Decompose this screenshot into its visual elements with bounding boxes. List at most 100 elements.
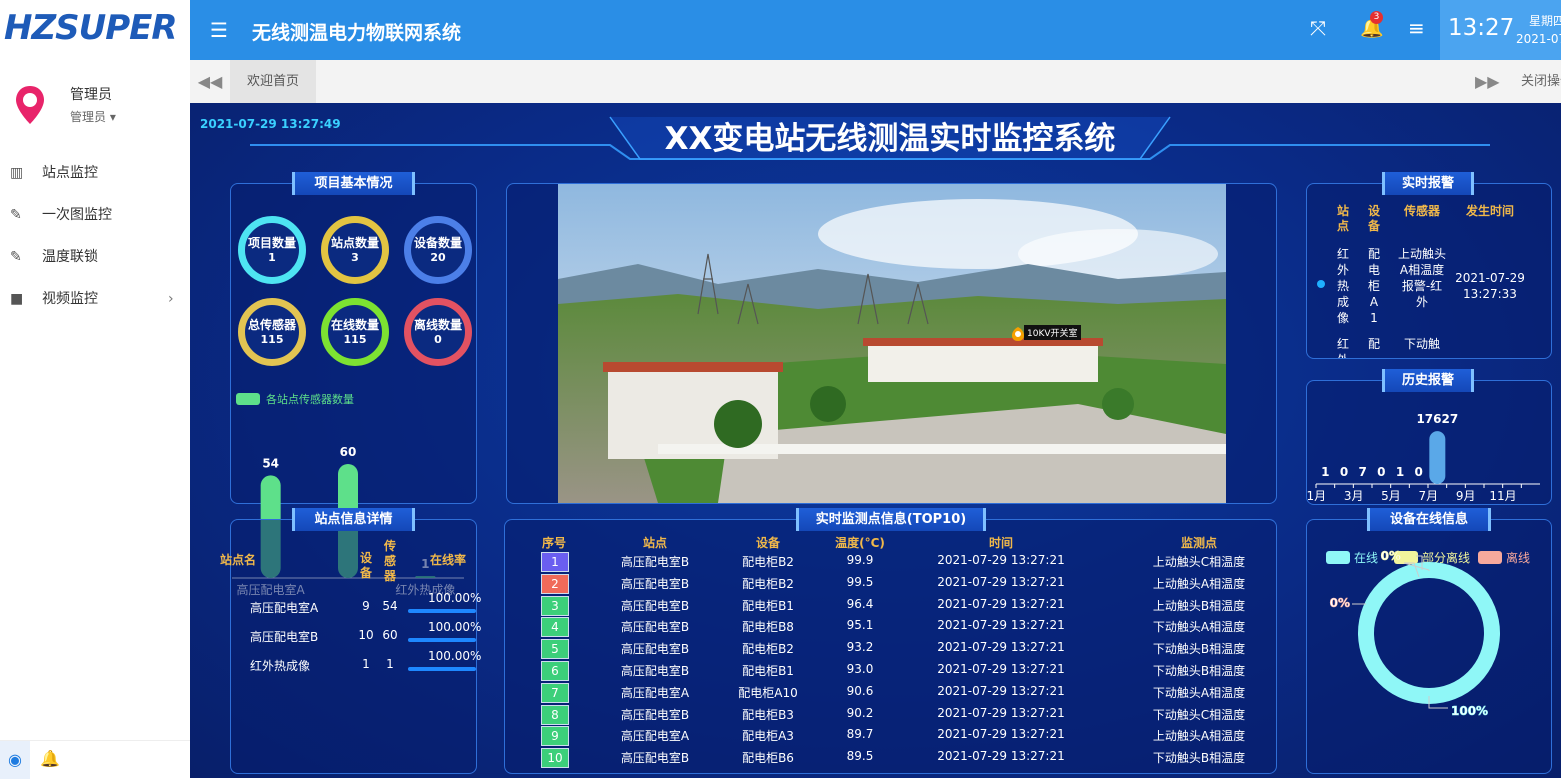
substation-photo xyxy=(558,184,1226,503)
top10-cell: 89.5 xyxy=(790,749,930,763)
legend-swatch xyxy=(236,393,260,405)
rank-badge: 7 xyxy=(541,683,569,703)
menu-item[interactable]: ✎温度联锁 xyxy=(0,236,190,278)
rate-bar xyxy=(408,638,476,642)
header: ☰ 无线测温电力物联网系统 ⤧ 🔔 3 ≡ 13:27 星期四 2021-07-… xyxy=(190,0,1561,60)
rank-badge: 4 xyxy=(541,617,569,637)
top10-cell: 下动触头A相温度 xyxy=(1129,618,1269,635)
sidebar-footer: ◉ 🔔 xyxy=(0,740,190,779)
stat-label: 总传感器 xyxy=(239,316,305,333)
top10-cell: 99.5 xyxy=(790,575,930,589)
top10-header: 时间 xyxy=(951,534,1051,551)
menu-item[interactable]: ✎一次图监控 xyxy=(0,194,190,236)
top10-cell: 96.4 xyxy=(790,597,930,611)
alarm-cell: 上动触头A相温度报警-红外 xyxy=(1397,246,1447,310)
rate-bar xyxy=(408,609,476,613)
sites-header: 站点名 xyxy=(220,553,280,568)
x-tick-label: 1月 xyxy=(1307,489,1327,503)
value-label: 0 xyxy=(1377,465,1385,479)
legend-label: 在线 xyxy=(1354,551,1378,565)
top10-header: 设备 xyxy=(718,534,818,551)
eye-icon[interactable]: ◉ xyxy=(0,741,30,779)
alarm-header: 传感器 xyxy=(1392,204,1452,219)
sites-cell: 60 xyxy=(370,628,410,642)
stat-value: 20 xyxy=(411,251,465,264)
clock: 13:27 星期四 2021-07-29 xyxy=(1440,0,1561,60)
collapse-button[interactable]: ☰ xyxy=(210,18,228,42)
rank-badge: 10 xyxy=(541,748,569,768)
panel-title: 项目基本情况 xyxy=(292,172,415,195)
value-label: 0% xyxy=(1330,596,1350,610)
legend-label: 各站点传感器数量 xyxy=(266,392,354,406)
top10-cell: 2021-07-29 13:27:21 xyxy=(931,575,1071,589)
clock-weekday: 星期四 xyxy=(1529,12,1561,29)
value-label: 54 xyxy=(262,456,279,470)
x-tick-label: 5月 xyxy=(1381,489,1401,503)
stat-label: 站点数量 xyxy=(322,234,388,251)
pie-segment xyxy=(1366,570,1492,696)
top10-cell: 93.0 xyxy=(790,662,930,676)
rank-badge: 6 xyxy=(541,661,569,681)
alarm-cell: 红外热成像 xyxy=(1337,246,1349,326)
value-label: 17627 xyxy=(1416,412,1458,426)
pie-chart: 在线部分离线离线100%0%0% xyxy=(1306,533,1552,778)
top10-cell: 2021-07-29 13:27:21 xyxy=(931,684,1071,698)
sidebar: HZSUPER 管理员 管理员 ▾ ▥站点监控✎一次图监控✎温度联锁■视频监控›… xyxy=(0,0,190,778)
top10-cell: 上动触头B相温度 xyxy=(1129,597,1269,614)
menu-label: 视频监控 xyxy=(42,278,98,320)
rank-badge: 5 xyxy=(541,639,569,659)
top10-cell: 2021-07-29 13:27:21 xyxy=(931,749,1071,763)
top10-cell: 2021-07-29 13:27:21 xyxy=(931,662,1071,676)
rank-badge: 8 xyxy=(541,705,569,725)
top10-cell: 2021-07-29 13:27:21 xyxy=(931,640,1071,654)
x-tick-label: 7月 xyxy=(1419,489,1439,503)
tab-next[interactable]: ▶▶ xyxy=(1475,60,1505,103)
rank-badge: 3 xyxy=(541,596,569,616)
stat-label: 项目数量 xyxy=(239,234,305,251)
bell-icon[interactable]: 🔔 xyxy=(40,749,60,768)
alarm-header: 发生时间 xyxy=(1460,204,1520,219)
panel-title: 实时报警 xyxy=(1382,172,1474,195)
tab-close[interactable]: 关闭操作 xyxy=(1521,60,1561,103)
alarm-cell: 2021-07-29 13:27:33 xyxy=(1450,270,1530,302)
menu-item[interactable]: ■ 视频监控 › xyxy=(0,278,190,320)
top10-cell: 下动触头A相温度 xyxy=(1129,684,1269,701)
rank-badge: 2 xyxy=(541,574,569,594)
tab-home[interactable]: 欢迎首页 xyxy=(230,60,316,103)
user-role[interactable]: 管理员 ▾ xyxy=(70,108,116,125)
top10-header: 序号 xyxy=(504,534,604,551)
sites-cell: 高压配电室A xyxy=(250,599,340,616)
top10-cell: 2021-07-29 13:27:21 xyxy=(931,597,1071,611)
sites-header: 在线率 xyxy=(418,553,478,568)
marker-label: 10KV开关室 xyxy=(1024,325,1081,340)
tab-prev[interactable]: ◀◀ xyxy=(190,60,230,103)
sites-header: 传感器 xyxy=(384,539,396,584)
fullscreen-button[interactable]: ⤧ xyxy=(1310,16,1326,40)
sites-cell: 高压配电室B xyxy=(250,628,340,645)
panel-title: 设备在线信息 xyxy=(1367,508,1491,531)
rank-badge: 1 xyxy=(541,552,569,572)
timestamp: 2021-07-29 13:27:49 xyxy=(200,117,341,131)
top10-cell: 95.1 xyxy=(790,618,930,632)
top10-cell: 上动触头A相温度 xyxy=(1129,575,1269,592)
menu-item[interactable]: ▥站点监控 xyxy=(0,152,190,194)
alarm-cell: 配 xyxy=(1368,336,1380,352)
top10-cell: 上动触头C相温度 xyxy=(1129,553,1269,570)
menu-arrow: › xyxy=(168,278,174,320)
logo: HZSUPER xyxy=(4,8,177,48)
stat-value: 115 xyxy=(245,333,299,346)
clock-date: 2021-07-29 xyxy=(1516,32,1561,46)
tab-bar: ◀◀ 欢迎首页 ▶▶ 关闭操作 xyxy=(190,60,1561,104)
menu-button[interactable]: ≡ xyxy=(1408,16,1425,40)
value-label: 0% xyxy=(1381,549,1401,563)
value-label: 0 xyxy=(1414,465,1422,479)
top10-cell: 2021-07-29 13:27:21 xyxy=(931,727,1071,741)
menu-icon: ■ xyxy=(10,278,23,320)
alarm-cell: 配电柜A1 xyxy=(1368,246,1380,326)
legend-swatch xyxy=(1478,551,1502,564)
menu-icon: ✎ xyxy=(10,236,22,278)
